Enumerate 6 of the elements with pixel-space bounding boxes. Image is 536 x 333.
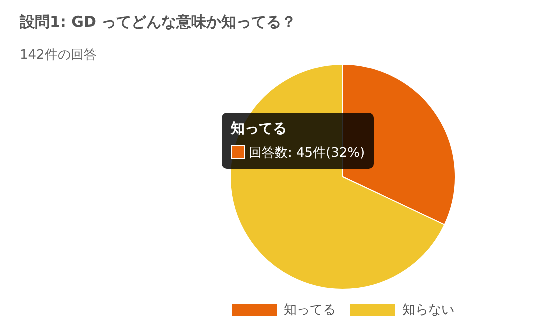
- text: 回答数: 45件(32%): [249, 146, 366, 161]
- legend-label: 知ってる: [284, 302, 336, 318]
- text: 142件の回答: [20, 47, 97, 64]
- chart-title: 設問1: GD ってどんな意味か知ってる？: [20, 13, 297, 32]
- text: 知ってる: [231, 120, 288, 138]
- legend-label: 知らない: [402, 302, 454, 318]
